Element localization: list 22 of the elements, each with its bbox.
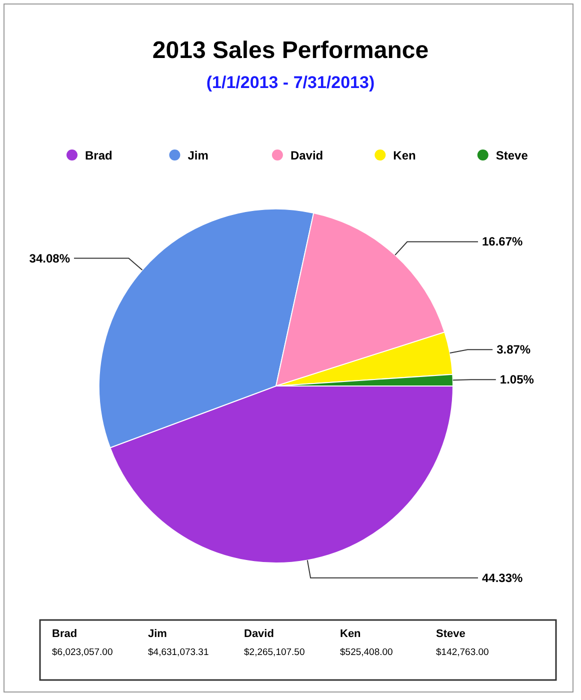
category-label: Ken: [340, 628, 361, 640]
category-label: David: [244, 628, 274, 640]
text: $525,408.00: [340, 647, 393, 658]
text: $2,265,107.50: [244, 647, 305, 658]
legend-label: David: [290, 148, 324, 162]
legend-label: Brad: [85, 148, 112, 162]
text: $4,631,073.31: [148, 647, 209, 658]
category-label: Jim: [148, 628, 167, 640]
data-label: 44.33%: [482, 570, 524, 585]
data-label: 1.05%: [500, 372, 534, 387]
chart-title: 2013 Sales Performance: [152, 37, 429, 64]
slice-label: Brad: [52, 628, 78, 640]
data-label: 16.67%: [482, 234, 524, 249]
legend-label: Jim: [188, 148, 208, 162]
legend-label: Ken: [393, 148, 416, 162]
text: $6,023,057.00: [52, 647, 113, 658]
data-label: 3.87%: [496, 342, 531, 357]
chart-subtitle: (1/1/2013 - 7/31/2013): [206, 73, 375, 92]
data-label: 34.08%: [29, 251, 70, 266]
category-label: Steve: [436, 628, 466, 640]
text: $142,763.00: [436, 647, 489, 658]
legend-label: Steve: [496, 148, 528, 162]
